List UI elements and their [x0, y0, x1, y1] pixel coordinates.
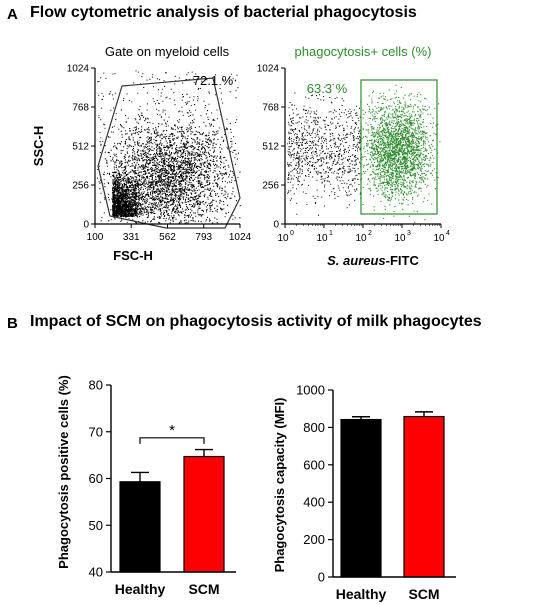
- scatter2-x-tick-label: 10: [355, 233, 367, 244]
- scatter2-x-tick-exponent: 4: [446, 230, 450, 237]
- scatter1-y-tick-label: 512: [72, 142, 89, 153]
- scatter2-x-label: S. aureus-FITC: [327, 253, 419, 268]
- scatter2-y-tick-label: 768: [262, 103, 279, 114]
- scatter2-positive-dots: [361, 84, 441, 223]
- myeloid-gate-polygon: [97, 77, 241, 229]
- scatter1-y-tick-label: 768: [72, 103, 89, 114]
- bar2-category-label: Healthy: [336, 586, 387, 602]
- scatter1-y-tick-label: 0: [83, 220, 89, 231]
- bar1-y-label: Phagocytosis positive cells (%): [56, 375, 71, 569]
- scatter1-x-tick-label: 331: [123, 232, 140, 243]
- bar2-y-tick-label: 400: [303, 495, 325, 510]
- scatter2-y-tick-label: 1024: [257, 64, 280, 75]
- bar1-y-tick-label: 40: [89, 565, 103, 580]
- bar1-category-label: Healthy: [115, 581, 166, 597]
- scatter2-negative-dots: [287, 84, 362, 216]
- scatter2-y-tick-label: 256: [262, 181, 279, 192]
- bar1-y-tick-label: 80: [89, 378, 103, 393]
- scatter1-dots: [97, 70, 241, 224]
- bar1-y-tick-label: 70: [89, 424, 103, 439]
- scatter2-title: phagocytosis+ cells (%): [295, 44, 432, 59]
- scatter2-x-label-italic: S. aureus: [327, 253, 386, 268]
- phagocytosis-scatter-plot: phagocytosis+ cells (%) 63.3 % 0 256 512 76…: [257, 44, 450, 268]
- bar1-significance-marker: *: [169, 422, 175, 439]
- scatter1-x-ticks: 100 331 562 793 1024: [87, 224, 252, 243]
- scatter1-x-tick-label: 562: [159, 232, 176, 243]
- bar2-y-tick-label: 200: [303, 532, 325, 547]
- panel-a-letter: A: [7, 6, 18, 23]
- bar2-y-tick-label: 0: [318, 570, 325, 585]
- scatter1-y-label: SSC-H: [31, 126, 46, 166]
- scatter2-y-tick-label: 512: [262, 142, 279, 153]
- scatter1-y-tick-label: 256: [72, 181, 89, 192]
- bar1-bar-healthy: [119, 481, 161, 573]
- bar2-y-tick-label: 600: [303, 457, 325, 472]
- scatter1-x-tick-label: 100: [87, 232, 104, 243]
- scatter2-y-tick-label: 0: [273, 220, 279, 231]
- bar1-bar-scm: [183, 455, 225, 573]
- bar1-category-label: SCM: [188, 581, 219, 597]
- bar1-plot: Healthy SCM 40 50 60 70 80 *: [89, 378, 236, 597]
- phagocytosis-positive-bar-chart: Healthy SCM 40 50 60 70 80 * Phagocytosis posit…: [56, 375, 236, 597]
- scatter1-y-tick-label: 1024: [67, 64, 90, 75]
- scatter2-y-ticks: 0 256 512 768 1024: [257, 64, 285, 231]
- bar1-y-tick-label: 60: [89, 471, 103, 486]
- panel-b-title: Impact of SCM on phagocytosis activity o…: [30, 313, 482, 330]
- scatter2-x-tick-label: 10: [316, 233, 328, 244]
- phagocytosis-gate-rect: [360, 79, 438, 215]
- bar1-y-tick-label: 50: [89, 518, 103, 533]
- scatter1-gate-label: 72.1 %: [193, 73, 234, 88]
- scatter2-x-tick-exponent: 2: [368, 230, 372, 237]
- scatter2-x-ticks: 10 0 10 1 10 2 10 3 10 4: [277, 224, 450, 244]
- scatter1-y-ticks: 0 256 512 768 1024: [67, 64, 95, 231]
- myeloid-gate-scatter-plot: Gate on myeloid cells 72.1 % 0 256 512 768 1…: [31, 44, 252, 263]
- phagocytosis-capacity-bar-chart: Healthy SCM 0 200 400 600 800 1000 Phagocytosis…: [272, 383, 456, 602]
- bar2-bar-scm: [403, 415, 445, 578]
- scatter2-dots: [287, 84, 441, 223]
- panel-a-title: Flow cytometric analysis of bacterial ph…: [30, 4, 417, 21]
- scatter1-event-dots: [97, 70, 241, 224]
- scatter2-x-tick-label: 10: [394, 233, 406, 244]
- bar2-category-label: SCM: [408, 586, 439, 602]
- scatter2-gate-label: 63.3 %: [307, 81, 348, 96]
- scatter2-x-tick-exponent: 3: [407, 230, 411, 237]
- scatter1-x-tick-label: 1024: [229, 232, 252, 243]
- scatter2-x-label-rest: -FITC: [386, 253, 420, 268]
- bar1-significance-bracket: [139, 437, 205, 444]
- scatter1-x-tick-label: 793: [195, 232, 212, 243]
- bar2-y-tick-label: 800: [303, 420, 325, 435]
- scatter2-x-tick-exponent: 0: [290, 230, 294, 237]
- scatter2-x-tick-label: 10: [433, 233, 445, 244]
- scatter2-x-tick-label: 10: [277, 233, 289, 244]
- bar2-bar-healthy: [340, 418, 382, 578]
- scatter1-x-label: FSC-H: [113, 248, 153, 263]
- bar2-y-tick-label: 1000: [296, 383, 325, 398]
- bar2-y-label: Phagocytosis capacity (MFI): [272, 398, 287, 573]
- panel-b-letter: B: [7, 315, 18, 332]
- scatter2-x-tick-exponent: 1: [329, 230, 333, 237]
- scatter1-title: Gate on myeloid cells: [105, 44, 230, 59]
- bar2-plot: Healthy SCM 0 200 400 600 800 1000: [296, 383, 456, 602]
